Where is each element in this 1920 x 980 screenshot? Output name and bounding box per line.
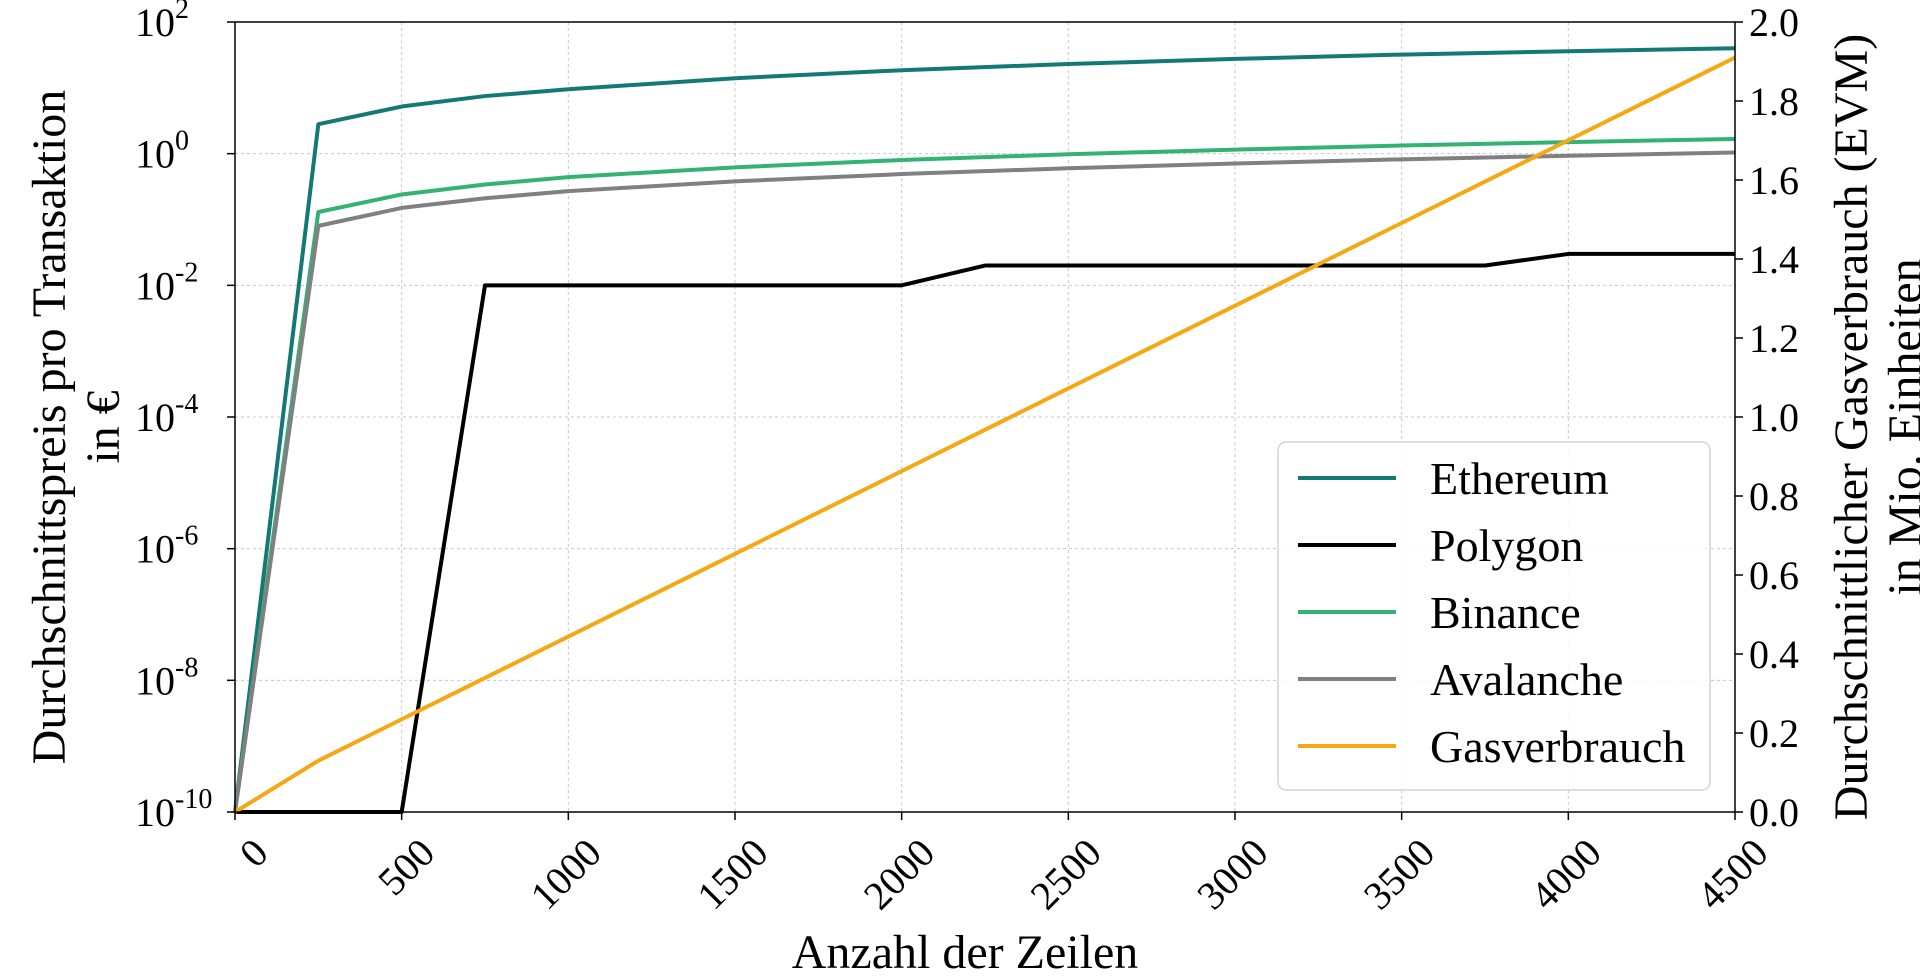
y-right-tick-label: 0.4: [1749, 632, 1799, 677]
legend-label: Gasverbrauch: [1430, 721, 1685, 772]
x-tick-label: 500: [369, 830, 443, 904]
y-left-tick-exponent: -4: [175, 389, 198, 420]
legend-label: Polygon: [1430, 520, 1583, 571]
x-tick-label: 0: [231, 830, 277, 876]
axis-ticks: [227, 21, 1743, 820]
series-lines: [233, 46, 1736, 814]
x-tick-label: 3500: [1355, 830, 1443, 918]
y-left-tick-exponent: -2: [175, 257, 198, 288]
series-line-avalanche: [233, 150, 1736, 813]
y-left-tick-exponent: -6: [175, 521, 198, 552]
y-right-tick-label: 1.0: [1749, 395, 1799, 440]
y-right-tick-label: 0.8: [1749, 474, 1799, 519]
legend-label: Binance: [1430, 587, 1581, 638]
y-right-tick-label: 0.2: [1749, 711, 1799, 756]
y-right-tick-label: 1.4: [1749, 237, 1799, 282]
x-tick-label: 1000: [522, 830, 610, 918]
y-left-tick-label: 102: [135, 0, 189, 45]
y-left-tick-exponent: 2: [175, 0, 189, 25]
y-left-tick-label: 10-8: [135, 652, 198, 703]
y-right-tick-label: 0.0: [1749, 790, 1799, 835]
y-left-tick-exponent: -10: [175, 784, 212, 815]
y-left-tick-label: 10-4: [135, 389, 198, 440]
x-axis-title: Anzahl der Zeilen: [792, 926, 1139, 975]
y-right-tick-label: 1.6: [1749, 158, 1799, 203]
y-right-axis-title: in Mio. Einheiten: [1879, 258, 1920, 595]
y-left-axis-title: in €: [77, 390, 130, 463]
y-left-tick-label: 10-6: [135, 521, 198, 572]
y-left-tick-label: 100: [135, 126, 189, 177]
y-right-tick-label: 2.0: [1749, 0, 1799, 45]
x-tick-label: 2500: [1022, 830, 1110, 918]
x-tick-label: 1500: [688, 830, 776, 918]
y-right-axis-title: Durchschnittlicher Gasverbrauch (EVM): [1825, 34, 1878, 820]
x-tick-label: 3000: [1188, 830, 1276, 918]
legend[interactable]: Ethereum Polygon Binance Avalanche Gasverbra…: [1277, 441, 1711, 791]
y-left-tick-exponent: 0: [175, 126, 189, 157]
y-left-tick-exponent: -8: [175, 652, 198, 683]
series-line-polygon: [235, 251, 1735, 814]
series-line-binance: [233, 137, 1736, 813]
x-tick-label: 2000: [855, 830, 943, 918]
y-left-tick-label: 10-2: [135, 257, 198, 308]
y-right-tick-label: 0.6: [1749, 553, 1799, 598]
legend-label: Ethereum: [1430, 453, 1609, 504]
y-right-tick-label: 1.2: [1749, 316, 1799, 361]
series-line-ethereum: [233, 46, 1736, 813]
legend-label: Avalanche: [1430, 654, 1623, 705]
y-left-tick-label: 10-10: [135, 784, 212, 835]
x-tick-label: 4500: [1688, 830, 1776, 918]
series-line-gasverbrauch: [233, 55, 1736, 814]
y-right-tick-label: 1.8: [1749, 79, 1799, 124]
legend-box: [1277, 441, 1711, 791]
x-tick-label: 4000: [1522, 830, 1610, 918]
y-left-axis-title: Durchschnittspreis pro Transaktion: [23, 90, 76, 765]
